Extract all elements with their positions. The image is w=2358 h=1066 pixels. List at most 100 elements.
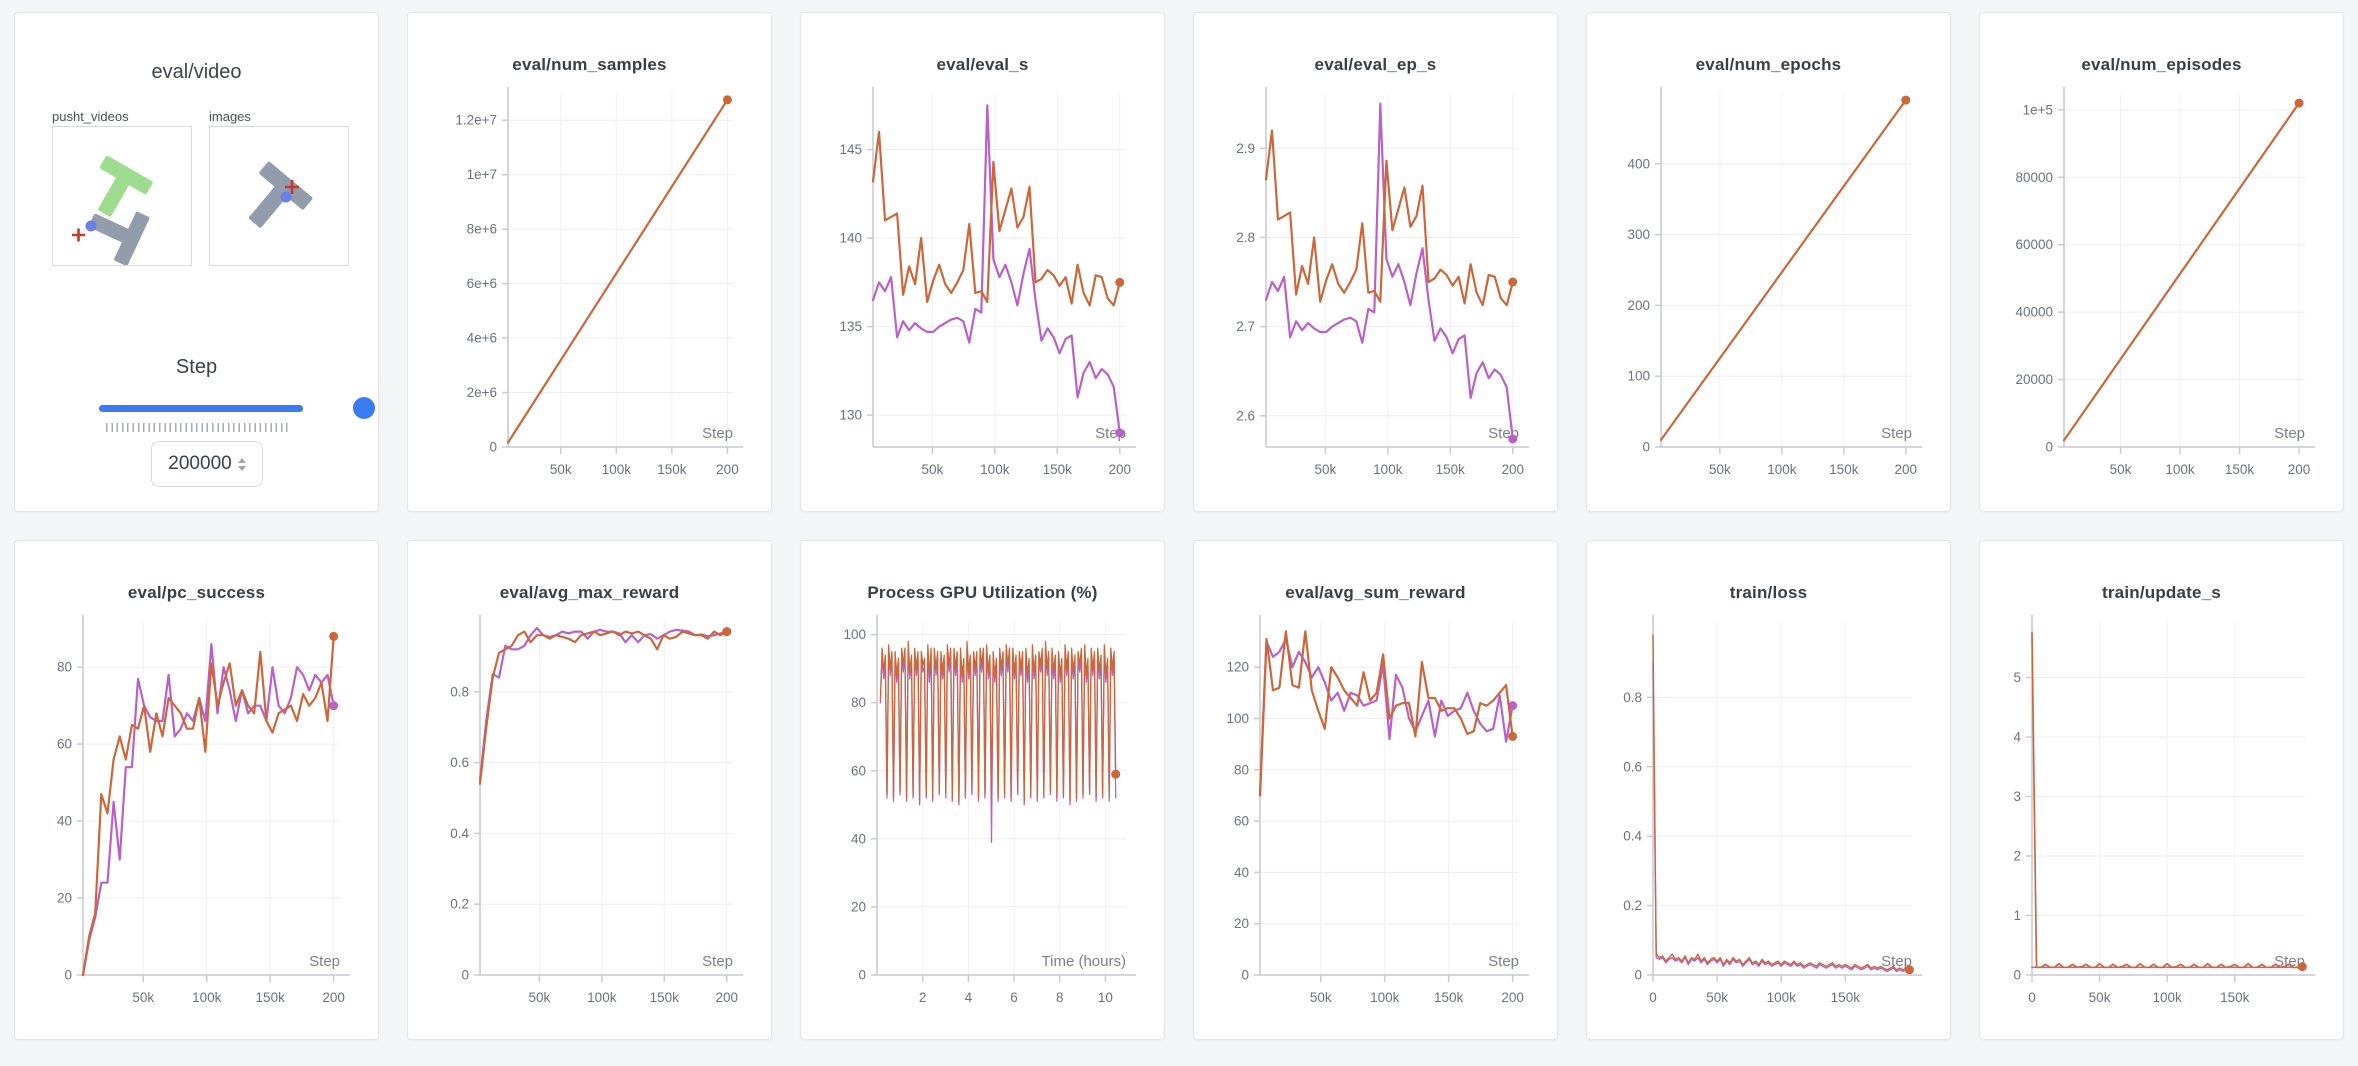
step-slider-handle[interactable] [353, 397, 375, 419]
panel-gpu-utilization[interactable]: Process GPU Utilization (%) 2 4 6 8 10 0 20 40 6… [800, 540, 1165, 1040]
svg-text:0: 0 [1634, 968, 1642, 983]
agent-dot [85, 220, 97, 232]
svg-text:50k: 50k [528, 990, 550, 1005]
svg-text:0.4: 0.4 [450, 826, 469, 841]
svg-text:60: 60 [1234, 814, 1249, 829]
chart-train-update-s[interactable]: 0 50k 100k 150k 0 1 2 3 4 5 Step [1980, 609, 2343, 1039]
svg-text:200: 200 [716, 462, 739, 477]
svg-text:50k: 50k [1706, 990, 1728, 1005]
svg-text:0: 0 [64, 968, 72, 983]
panel-eval-pc-success[interactable]: eval/pc_success 50k 100k 150k 200 0 20 40 60 80 S… [14, 540, 379, 1040]
panel-eval-avg-sum-reward[interactable]: eval/avg_sum_reward 50k 100k 150k 200 0 20 40 6… [1193, 540, 1558, 1040]
step-input[interactable]: 200000 [151, 441, 263, 487]
chart-eval-num-samples[interactable]: 50k 100k 150k 200 0 2e+6 4e+6 6e+6 8e+6 1e+7 1.2e+… [408, 81, 771, 511]
svg-text:50k: 50k [550, 462, 572, 477]
svg-text:Step: Step [702, 953, 733, 970]
svg-text:0: 0 [1241, 968, 1249, 983]
svg-text:150k: 150k [1829, 462, 1859, 477]
svg-text:50k: 50k [921, 462, 943, 477]
svg-text:150k: 150k [1436, 462, 1466, 477]
svg-text:20: 20 [1234, 916, 1249, 931]
step-slider[interactable] [99, 396, 375, 420]
svg-text:200: 200 [322, 990, 345, 1005]
svg-text:Step: Step [1488, 953, 1519, 970]
svg-text:3: 3 [2013, 789, 2021, 804]
step-slider-track[interactable] [99, 405, 303, 412]
svg-text:2e+6: 2e+6 [467, 385, 497, 400]
chart-train-loss[interactable]: 0 50k 100k 150k 0 0.2 0.4 0.6 0.8 Step [1587, 609, 1950, 1039]
panel-eval-avg-max-reward[interactable]: eval/avg_max_reward 50k 100k 150k 200 0 0.2 0.… [407, 540, 772, 1040]
svg-text:400: 400 [1627, 156, 1650, 171]
step-decrement-icon[interactable] [237, 465, 246, 471]
svg-text:0: 0 [2045, 440, 2053, 455]
svg-text:200: 200 [1108, 462, 1131, 477]
svg-text:4: 4 [965, 990, 973, 1005]
pusht-videos-thumbnail[interactable] [52, 126, 192, 266]
slider-tick-marks [106, 423, 289, 432]
panel-eval-eval-ep-s[interactable]: eval/eval_ep_s 50k 100k 150k 200 2.6 2.7 2.8 2.… [1193, 12, 1558, 512]
panel-eval-eval-s[interactable]: eval/eval_s 50k 100k 150k 200 130 135 140 145 St… [800, 12, 1165, 512]
chart-title: eval/avg_sum_reward [1285, 583, 1466, 602]
svg-text:200: 200 [1501, 990, 1524, 1005]
svg-text:8e+6: 8e+6 [467, 222, 497, 237]
chart-title: eval/eval_s [936, 55, 1029, 74]
pusht-block-t-shape [249, 161, 313, 228]
svg-text:50k: 50k [2110, 462, 2132, 477]
svg-text:100k: 100k [980, 462, 1010, 477]
svg-text:0: 0 [461, 968, 469, 983]
chart-title: eval/pc_success [127, 583, 266, 602]
svg-text:0.8: 0.8 [450, 684, 469, 699]
chart-title: train/update_s [2102, 583, 2221, 602]
svg-text:2.9: 2.9 [1236, 141, 1255, 156]
svg-text:20: 20 [57, 891, 72, 906]
svg-text:60: 60 [57, 737, 72, 752]
svg-text:100k: 100k [1767, 462, 1797, 477]
images-thumbnail[interactable] [209, 126, 349, 266]
svg-text:0.6: 0.6 [1623, 759, 1642, 774]
svg-text:Step: Step [1881, 425, 1912, 442]
svg-text:200: 200 [715, 990, 738, 1005]
svg-text:80: 80 [851, 695, 866, 710]
chart-eval-pc-success[interactable]: 50k 100k 150k 200 0 20 40 60 80 Step [15, 609, 378, 1039]
chart-title: eval/num_epochs [1695, 55, 1842, 74]
svg-text:0.2: 0.2 [450, 897, 469, 912]
svg-text:0: 0 [489, 440, 497, 455]
media-key-label: images [209, 109, 251, 124]
svg-text:20: 20 [851, 899, 866, 914]
svg-text:2.8: 2.8 [1236, 230, 1255, 245]
panel-eval-num-epochs[interactable]: eval/num_epochs 50k 100k 150k 200 0 100 200 300… [1586, 12, 1951, 512]
pusht-block-t-shape [88, 211, 150, 266]
svg-text:50k: 50k [132, 990, 154, 1005]
chart-title: eval/num_episodes [2081, 55, 2242, 74]
chart-eval-avg-max-reward[interactable]: 50k 100k 150k 200 0 0.2 0.4 0.6 0.8 Step [408, 609, 771, 1039]
svg-text:150k: 150k [2225, 462, 2255, 477]
panel-eval-num-episodes[interactable]: eval/num_episodes 50k 100k 150k 200 0 20000 40… [1979, 12, 2344, 512]
svg-text:Step: Step [2274, 953, 2305, 970]
svg-text:50k: 50k [2089, 990, 2111, 1005]
chart-eval-num-epochs[interactable]: 50k 100k 150k 200 0 100 200 300 400 Step [1587, 81, 1950, 511]
chart-eval-num-episodes[interactable]: 50k 100k 150k 200 0 20000 40000 60000 80000 1e+5 S… [1980, 81, 2343, 511]
svg-text:Step: Step [702, 425, 733, 442]
chart-eval-avg-sum-reward[interactable]: 50k 100k 150k 200 0 20 40 60 80 100 120 Step [1194, 609, 1557, 1039]
panel-eval-num-samples[interactable]: eval/num_samples 50k 100k 150k 200 0 2e+6 4e+6… [407, 12, 772, 512]
svg-text:40: 40 [57, 814, 72, 829]
svg-text:100k: 100k [1370, 990, 1400, 1005]
step-spinner[interactable] [237, 457, 246, 471]
chart-title: Process GPU Utilization (%) [867, 583, 1098, 602]
svg-text:0.8: 0.8 [1623, 690, 1642, 705]
svg-text:40000: 40000 [2015, 305, 2053, 320]
media-key-label: pusht_videos [52, 109, 129, 124]
svg-text:80: 80 [57, 660, 72, 675]
svg-text:2: 2 [919, 990, 927, 1005]
panel-train-update-s[interactable]: train/update_s 0 50k 100k 150k 0 1 2 3 4 5 Step [1979, 540, 2344, 1040]
panel-train-loss[interactable]: train/loss 0 50k 100k 150k 0 0.2 0.4 0.6 0.8 Step [1586, 540, 1951, 1040]
svg-text:0.6: 0.6 [450, 755, 469, 770]
step-increment-icon[interactable] [237, 457, 246, 463]
svg-text:1e+5: 1e+5 [2023, 102, 2053, 117]
svg-text:6e+6: 6e+6 [467, 276, 497, 291]
svg-text:100k: 100k [587, 990, 617, 1005]
